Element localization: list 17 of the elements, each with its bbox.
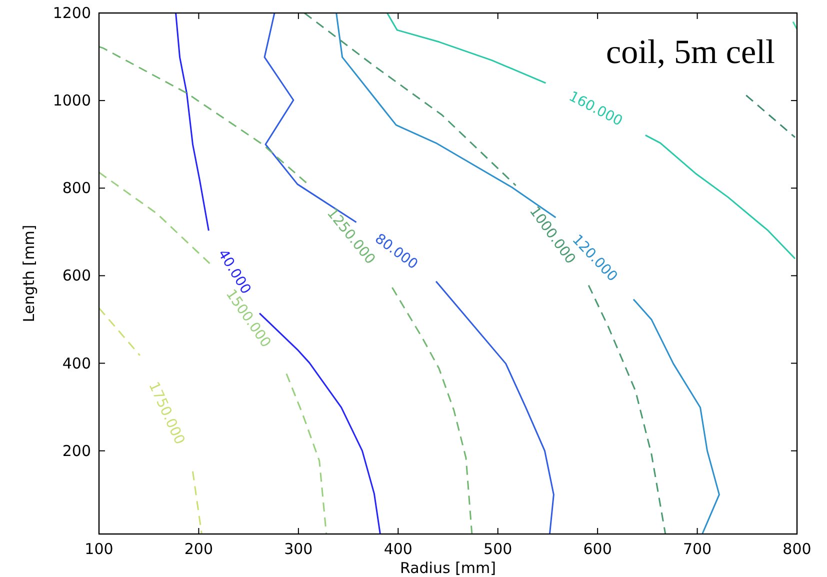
x-tick-label: 100: [84, 540, 114, 558]
x-tick-label: 800: [782, 540, 812, 558]
x-tick-label: 600: [583, 540, 612, 558]
y-tick-label: 1000: [52, 92, 91, 110]
x-tick-label: 500: [484, 540, 512, 558]
x-tick-label: 400: [384, 540, 412, 558]
x-tick-label: 300: [284, 540, 313, 558]
y-tick-label: 1200: [52, 4, 91, 22]
x-axis-title: Radius [mm]: [400, 559, 496, 577]
x-tick-label: 200: [184, 540, 214, 558]
x-tick-label: 700: [682, 540, 712, 558]
y-tick-label: 800: [62, 179, 91, 198]
y-tick-label: 600: [62, 266, 91, 285]
y-axis-title: Length [mm]: [20, 224, 38, 322]
y-tick-label: 400: [62, 354, 91, 372]
y-tick-label: 200: [62, 442, 91, 460]
annotation: coil, 5m cell: [606, 34, 775, 71]
